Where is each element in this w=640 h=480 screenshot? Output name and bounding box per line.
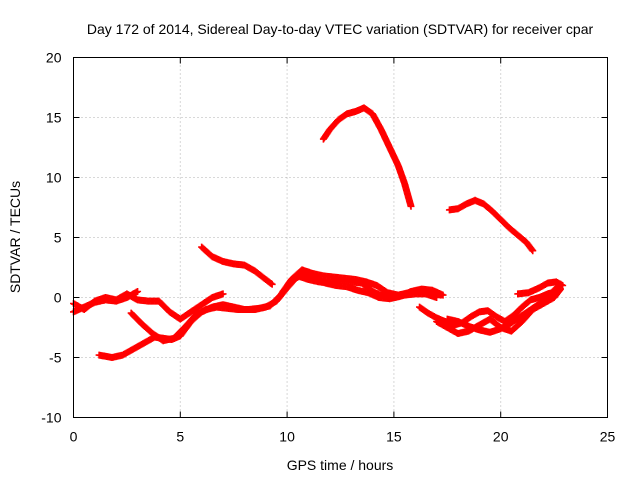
series-arc-2 [70,288,142,316]
data-point [219,290,227,298]
y-tick-label: -10 [41,410,61,426]
x-tick-label: 20 [493,429,509,445]
series-arc-8 [445,196,537,255]
y-tick-label: 20 [46,50,62,66]
y-tick-label: 15 [46,110,62,126]
data-point [528,246,536,254]
x-tick-label: 5 [176,429,184,445]
series-arc-5 [279,270,447,303]
series-arc-1 [70,290,227,323]
data-point [407,202,415,210]
x-axis-label: GPS time / hours [287,457,394,473]
series-arc-4 [127,266,445,345]
data-point [529,247,537,255]
chart-title: Day 172 of 2014, Sidereal Day-to-day VTE… [87,21,594,37]
series-arc-12 [514,278,567,298]
grid [73,57,608,418]
x-tick-label: 0 [70,429,78,445]
series-arc-6 [198,243,276,288]
data-markers [70,104,567,361]
data-point [268,280,276,288]
series-arc-11 [443,280,565,336]
data-point [134,288,142,295]
data-point [439,291,447,299]
axis-ticks: 0 5 10 15 20 25 -10 -5 0 5 10 15 20 [41,50,615,445]
x-tick-label: 25 [600,429,616,445]
plot-frame [73,57,608,418]
x-tick-label: 10 [279,429,295,445]
data-point [559,282,567,289]
y-tick-label: 10 [46,170,62,186]
y-tick-label: -5 [49,350,62,366]
y-tick-label: 5 [54,230,62,246]
series-arc-3 [95,272,441,361]
x-tick-label: 15 [386,429,402,445]
series-arc-7 [319,104,415,210]
y-axis-label: SDTVAR / TECUs [7,181,23,293]
y-tick-label: 0 [54,290,62,306]
